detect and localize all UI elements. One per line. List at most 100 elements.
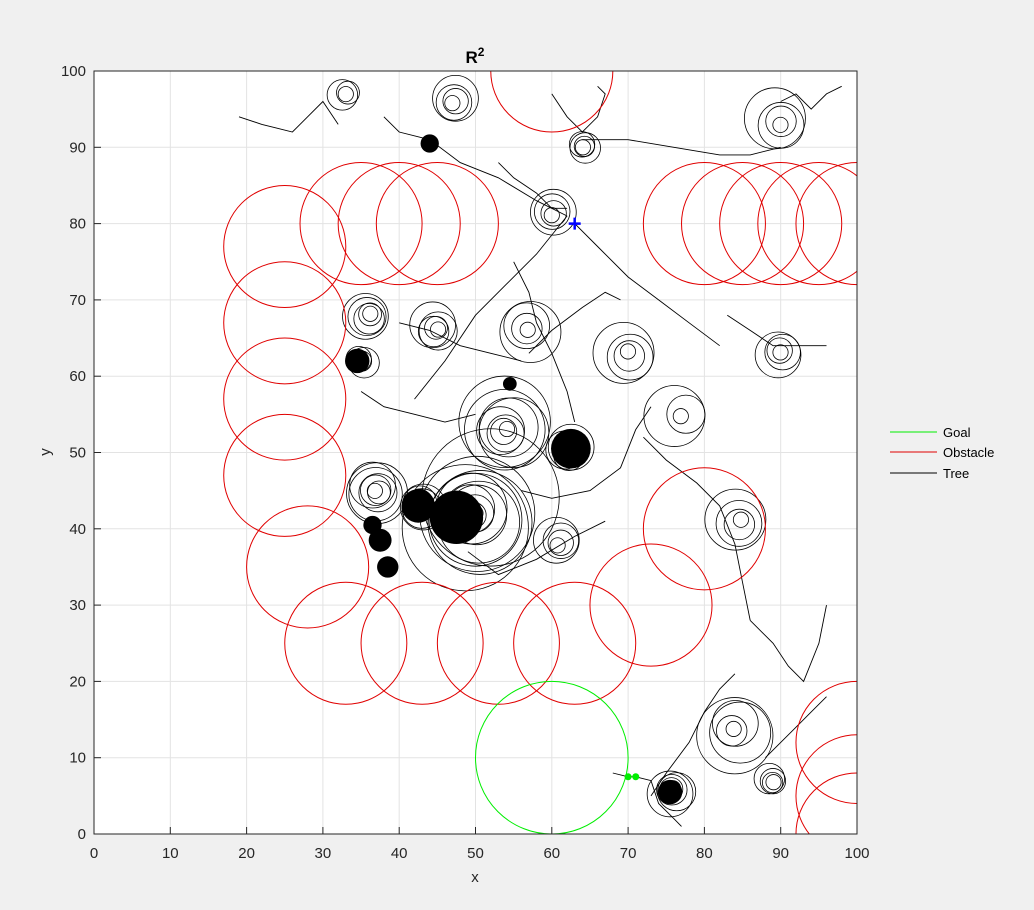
tree-dense-node (401, 489, 436, 523)
tree-loop (613, 340, 645, 372)
obstacle-circle (375, 162, 499, 286)
tree-loop (696, 697, 774, 775)
legend-item-obstacle: Obstacle (890, 445, 994, 460)
tree-branch (383, 116, 568, 217)
obstacle-circle (223, 261, 347, 385)
chart-title: R2 (466, 45, 485, 67)
x-tick-label: 20 (238, 845, 255, 862)
tree-loop (540, 200, 567, 227)
tree-loop (753, 762, 785, 795)
tree-branch (414, 215, 568, 400)
obstacle-circle (299, 162, 423, 286)
chart-title-superscript: 2 (478, 45, 485, 59)
tree-loop (476, 406, 525, 456)
tree-branch (528, 291, 621, 354)
tree-loop (418, 311, 458, 351)
x-tick-label: 30 (315, 845, 332, 862)
y-tick-label: 70 (69, 292, 86, 309)
tree-branch (574, 223, 720, 347)
tree-loop (444, 95, 461, 112)
tree-loop (772, 344, 789, 361)
tree-loop (342, 293, 389, 340)
tree-dense-node (502, 376, 517, 391)
tree-loop (349, 461, 396, 509)
y-tick-label: 60 (69, 368, 86, 385)
obstacle-circle (795, 734, 857, 834)
tree-loop (498, 420, 516, 438)
legend-item-goal: Goal (890, 425, 971, 440)
tree-branch (238, 100, 339, 133)
tree-loop (519, 321, 536, 338)
tree-loop (353, 303, 385, 335)
goal-circle (475, 680, 629, 834)
start-marker (568, 217, 581, 230)
tree-branch (749, 605, 827, 683)
tree-loop (606, 333, 654, 381)
tree-loop (464, 388, 546, 471)
x-tick-label: 40 (391, 845, 408, 862)
tree-loop (362, 305, 379, 322)
legend: Goal Obstacle Tree (890, 425, 994, 481)
tree-loop (569, 132, 601, 164)
tree-loop (709, 701, 772, 764)
tree-branch (551, 85, 606, 133)
obstacle-circle (337, 162, 461, 286)
tree-loop (490, 417, 518, 445)
tree-branch (399, 322, 522, 362)
legend-item-tree: Tree (890, 466, 969, 481)
tree-branch (650, 673, 736, 797)
tree-dense-node (377, 556, 399, 578)
tree-loop (549, 537, 566, 554)
tree-loop (337, 86, 354, 103)
obstacle-circle (284, 581, 408, 705)
tree-dense-node (368, 528, 392, 552)
y-axis-label: y (37, 448, 54, 456)
tree-loop (530, 188, 577, 236)
obstacle-circle (642, 162, 766, 286)
legend-label-goal: Goal (943, 425, 971, 440)
obstacle-circle (642, 467, 766, 591)
tree-loop (772, 116, 789, 133)
tree-loop (401, 464, 529, 592)
tree-loop (432, 74, 479, 122)
y-tick-label: 0 (78, 826, 86, 843)
tree-loop (533, 516, 580, 564)
obstacle-circle (490, 71, 614, 133)
tree-loop (725, 720, 742, 737)
axes: 0 10 20 30 40 50 60 70 80 90 100 0 10 20 30 40 50 60 70 80 9… (61, 63, 870, 862)
tree-loop (326, 79, 359, 111)
tree-loop (442, 88, 469, 115)
x-tick-label: 90 (772, 845, 789, 862)
x-tick-label: 100 (844, 845, 869, 862)
x-tick-label: 80 (696, 845, 713, 862)
obstacle-circle (589, 543, 713, 667)
legend-label-tree: Tree (943, 466, 969, 481)
obstacle-circle (360, 581, 484, 705)
y-tick-label: 30 (69, 597, 86, 614)
chart-title-main: R (466, 48, 478, 67)
tree-loop (712, 700, 759, 747)
tree-dense-node (551, 428, 591, 469)
tree-loop (428, 472, 523, 567)
tree-loop (409, 301, 456, 349)
tree-loop (619, 343, 637, 360)
tree-dense-node (420, 134, 439, 153)
tree-loop (765, 774, 782, 791)
tree-dense-node (363, 515, 382, 535)
tree-loop (592, 321, 655, 384)
data-layer (223, 71, 857, 834)
tree-loop (435, 84, 473, 121)
tree-loop (417, 315, 450, 348)
tree-loop (347, 297, 387, 336)
tree-loop (672, 408, 689, 425)
grid (94, 71, 857, 834)
tree-loop (543, 207, 560, 224)
tree-loop (656, 774, 688, 806)
obstacle-circle (223, 184, 347, 309)
x-axis-label: x (471, 869, 479, 886)
goal-reached-marker (632, 773, 640, 781)
tree-loop (766, 337, 793, 364)
tree-branch (727, 314, 827, 347)
obstacle-circle (719, 162, 843, 286)
obstacle-circle (795, 680, 857, 804)
